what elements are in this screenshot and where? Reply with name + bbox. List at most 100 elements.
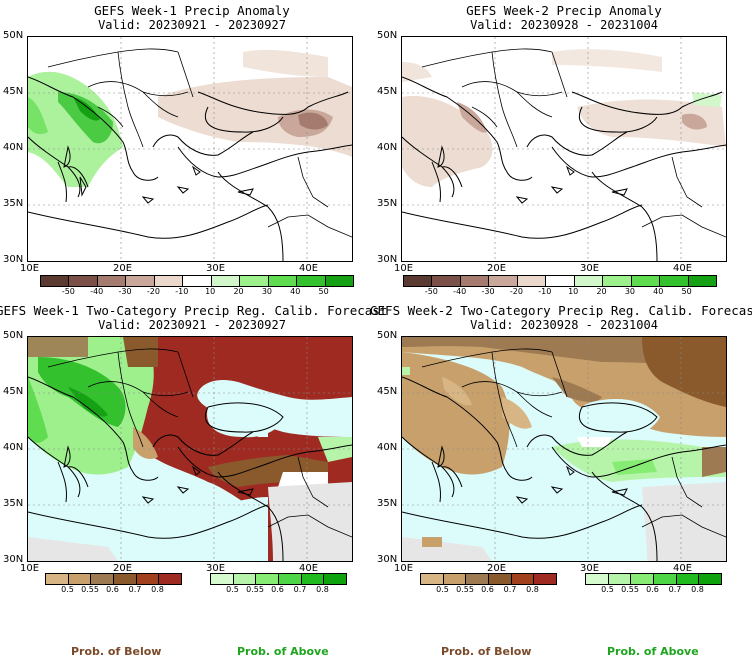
- lat-label: 35N: [3, 198, 24, 209]
- colorbar-tick-label: 0.55: [246, 585, 264, 594]
- colorbar-tick-label: -30: [118, 287, 132, 296]
- colorbar-swatch: [608, 574, 632, 584]
- colorbar-tick-label: 50: [318, 287, 329, 296]
- colorbar-tick-label: 0.8: [691, 585, 704, 594]
- colorbar-swatch: [534, 574, 557, 584]
- colorbar-tick-label: 50: [681, 287, 692, 296]
- lon-label: 20E: [113, 263, 133, 274]
- lat-label: 35N: [377, 498, 398, 509]
- colorbar-swatch: [631, 276, 661, 286]
- lat-label: 40N: [377, 142, 398, 153]
- lat-label: 30N: [377, 254, 398, 265]
- colorbar-tick-label: 0.8: [151, 585, 164, 594]
- colorbar-tick-label: 40: [653, 287, 664, 296]
- colorbar-swatch: [631, 574, 655, 584]
- colorbar-tick-label: -20: [146, 287, 160, 296]
- colorbar-swatch: [432, 276, 461, 286]
- lat-label: 50N: [377, 30, 398, 41]
- lat-label: 45N: [377, 86, 398, 97]
- lon-label: 20E: [487, 563, 507, 574]
- prob-above-label: Prob. of Above: [237, 645, 329, 658]
- colorbar-swatch: [183, 276, 212, 286]
- colorbar-tick-label: -40: [90, 287, 104, 296]
- colorbar-tick-label: 0.5: [601, 585, 614, 594]
- lon-label: 30E: [580, 563, 600, 574]
- map-week1-anomaly: [27, 36, 353, 262]
- lat-label: 45N: [3, 386, 24, 397]
- map-week2-anomaly: [401, 36, 727, 262]
- colorbar-swatch: [97, 276, 127, 286]
- colorbar-swatch: [466, 574, 490, 584]
- colorbar-swatch: [126, 276, 155, 286]
- colorbar-swatch: [676, 574, 700, 584]
- panel-title: GEFS Week-1 Precip Anomaly: [94, 3, 290, 18]
- colorbar-tick-label: 0.8: [526, 585, 539, 594]
- colorbar-swatch: [256, 574, 280, 584]
- colorbar-swatch: [688, 276, 716, 286]
- lat-label: 45N: [377, 386, 398, 397]
- colorbar-swatch: [404, 276, 433, 286]
- panel-title: GEFS Week-1 Two-Category Precip Reg. Cal…: [0, 303, 388, 318]
- colorbar-swatch: [301, 574, 325, 584]
- colorbar-swatch: [324, 574, 347, 584]
- colorbar-swatch: [297, 276, 326, 286]
- colorbar-swatch: [546, 276, 575, 286]
- colorbar-swatch: [91, 574, 115, 584]
- colorbar-tick-label: 0.6: [646, 585, 659, 594]
- map-week2-two-category: [401, 336, 727, 562]
- colorbar-tick-label: -10: [538, 287, 552, 296]
- colorbar-swatch: [41, 276, 70, 286]
- panel-valid-dates: Valid: 20230921 - 20230927: [98, 18, 286, 32]
- lat-label: 40N: [3, 442, 24, 453]
- colorbar-swatch: [654, 574, 677, 584]
- colorbar-tick-label: 0.5: [61, 585, 74, 594]
- lon-label: 30E: [206, 263, 226, 274]
- colorbar-tick-label: 0.7: [503, 585, 517, 594]
- colorbar-swatch: [69, 276, 98, 286]
- lat-label: 45N: [3, 86, 24, 97]
- colorbar-tick-label: -40: [453, 287, 467, 296]
- lat-label: 50N: [3, 30, 24, 41]
- colorbar-tick-label: 0.5: [436, 585, 449, 594]
- lon-label: 40E: [673, 263, 693, 274]
- colorbar-swatch: [268, 276, 298, 286]
- panel-title: GEFS Week-2 Two-Category Precip Reg. Cal…: [370, 303, 752, 318]
- lon-label: 30E: [206, 563, 226, 574]
- below-colorbar: [420, 573, 557, 585]
- above-colorbar: [585, 573, 722, 585]
- colorbar-tick-label: -50: [61, 287, 75, 296]
- anomaly-colorbar: [403, 275, 717, 287]
- colorbar-swatch: [699, 574, 722, 584]
- anomaly-colorbar: [40, 275, 354, 287]
- colorbar-tick-label: -50: [424, 287, 438, 296]
- colorbar-swatch: [211, 574, 234, 584]
- colorbar-tick-label: 0.5: [226, 585, 239, 594]
- colorbar-swatch: [240, 276, 269, 286]
- lon-label: 30E: [580, 263, 600, 274]
- colorbar-swatch: [68, 574, 92, 584]
- colorbar-tick-label: 0.7: [128, 585, 142, 594]
- panel-valid-dates: Valid: 20230921 - 20230927: [98, 318, 286, 332]
- colorbar-swatch: [279, 574, 302, 584]
- colorbar-swatch: [46, 574, 69, 584]
- colorbar-swatch: [114, 574, 137, 584]
- colorbar-tick-label: 0.6: [481, 585, 494, 594]
- lon-label: 10E: [20, 563, 40, 574]
- colorbar-swatch: [325, 276, 353, 286]
- lon-label: 20E: [113, 563, 133, 574]
- below-colorbar: [45, 573, 182, 585]
- colorbar-tick-label: -30: [481, 287, 495, 296]
- colorbar-tick-label: -10: [175, 287, 189, 296]
- colorbar-swatch: [211, 276, 241, 286]
- lat-label: 30N: [3, 554, 24, 565]
- colorbar-swatch: [154, 276, 184, 286]
- colorbar-swatch: [489, 276, 518, 286]
- lat-label: 40N: [3, 142, 24, 153]
- lon-label: 20E: [487, 263, 507, 274]
- panel-valid-dates: Valid: 20230928 - 20231004: [470, 18, 658, 32]
- colorbar-swatch: [159, 574, 182, 584]
- map-week1-two-category: [27, 336, 353, 562]
- colorbar-tick-label: 0.55: [621, 585, 639, 594]
- lat-label: 50N: [377, 330, 398, 341]
- colorbar-tick-label: 0.7: [668, 585, 682, 594]
